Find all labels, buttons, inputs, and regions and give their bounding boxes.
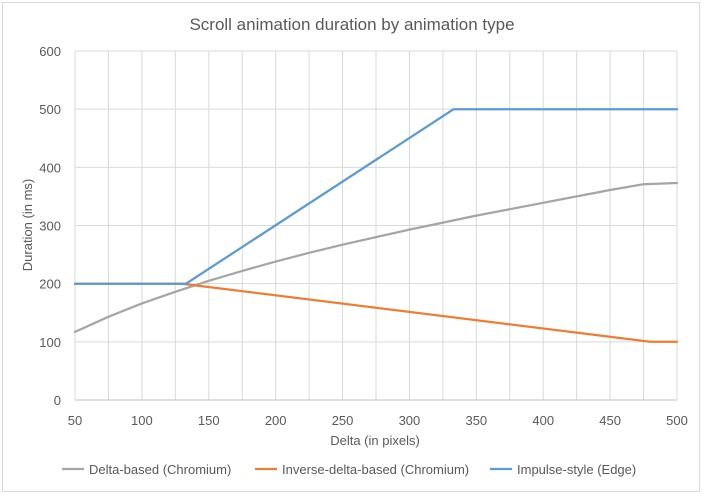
legend-label: Delta-based (Chromium) [89, 462, 231, 477]
y-axis-title: Duration (in ms) [20, 179, 35, 271]
x-tick-label: 400 [532, 413, 554, 428]
y-tick-label: 600 [39, 44, 61, 59]
legend: Delta-based (Chromium) Inverse-delta-base… [62, 462, 636, 477]
legend-label: Inverse-delta-based (Chromium) [282, 462, 469, 477]
x-axis-title: Delta (in pixels) [330, 433, 420, 448]
y-tick-label: 0 [54, 393, 61, 408]
series-line-3 [73, 108, 679, 285]
x-tick-label: 150 [198, 413, 220, 428]
series-line-1 [73, 181, 679, 334]
y-tick-label: 500 [39, 102, 61, 117]
legend-item: Impulse-style (Edge) [490, 462, 636, 477]
legend-item: Inverse-delta-based (Chromium) [255, 462, 469, 477]
series-layer [73, 108, 679, 343]
legend-item: Delta-based (Chromium) [62, 462, 231, 477]
x-tick-label: 250 [332, 413, 354, 428]
x-tick-label: 450 [599, 413, 621, 428]
y-tick-label: 100 [39, 335, 61, 350]
y-tick-label: 300 [39, 219, 61, 234]
y-tick-label: 200 [39, 277, 61, 292]
x-tick-label: 200 [265, 413, 287, 428]
tick-layer: 50 100 150 200 250 300 350 400 450 500 0 100 200 300 4… [39, 44, 688, 428]
y-tick-label: 400 [39, 160, 61, 175]
x-tick-label: 100 [131, 413, 153, 428]
x-tick-label: 350 [465, 413, 487, 428]
legend-label: Impulse-style (Edge) [517, 462, 636, 477]
chart-title: Scroll animation duration by animation t… [189, 15, 514, 34]
chart-frame [2, 2, 700, 492]
x-tick-label: 500 [666, 413, 688, 428]
grid-layer [74, 50, 678, 401]
x-tick-label: 300 [399, 413, 421, 428]
x-tick-label: 50 [68, 413, 82, 428]
